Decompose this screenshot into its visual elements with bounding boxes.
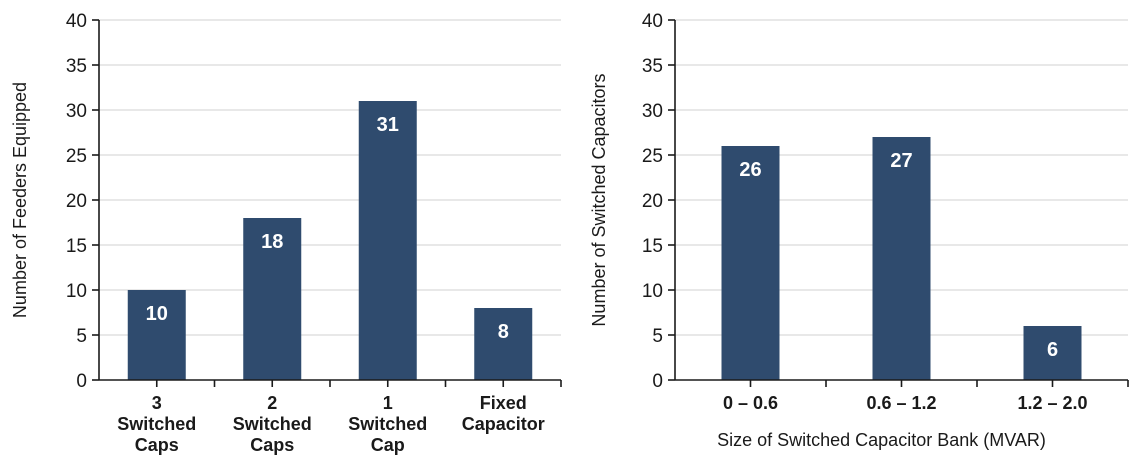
- y-axis-label: Number of Switched Capacitors: [589, 73, 609, 326]
- x-axis-label: Size of Switched Capacitor Bank (MVAR): [717, 430, 1046, 450]
- y-tick-label: 40: [642, 11, 663, 32]
- data-label: 27: [890, 150, 912, 172]
- y-tick-label: 20: [66, 191, 87, 212]
- y-tick-label: 35: [66, 56, 87, 77]
- data-label: 18: [261, 231, 283, 253]
- x-tick-label: 0 – 0.6: [723, 393, 778, 413]
- y-tick-label: 15: [66, 236, 87, 257]
- x-tick-label: 0.6 – 1.2: [866, 393, 936, 413]
- bar: [873, 137, 931, 380]
- y-tick-label: 35: [642, 56, 663, 77]
- y-tick-label: 5: [652, 326, 663, 347]
- y-tick-label: 10: [642, 281, 663, 302]
- x-tick-label: Fixed Capacitor: [462, 393, 545, 434]
- x-tick-label: 1.2 – 2.0: [1017, 393, 1087, 413]
- data-label: 8: [498, 321, 509, 343]
- y-tick-label: 25: [642, 146, 663, 167]
- chart-feeders-equipped: 0 5 10 15 20 25 30 35 40 10 3 Switched Caps 18 2 Switch…: [10, 11, 561, 455]
- x-tick-label: 3 Switched Caps: [117, 393, 196, 455]
- bar: [722, 146, 780, 380]
- y-tick-label: 20: [642, 191, 663, 212]
- data-label: 10: [146, 303, 168, 325]
- bar: [474, 308, 532, 380]
- y-tick-label: 30: [66, 101, 87, 122]
- y-tick-label: 25: [66, 146, 87, 167]
- x-tick-label: 2 Switched Caps: [233, 393, 312, 455]
- y-tick-label: 15: [642, 236, 663, 257]
- y-tick-label: 40: [66, 11, 87, 32]
- y-tick-label: 30: [642, 101, 663, 122]
- data-label: 6: [1047, 339, 1058, 361]
- data-label: 26: [739, 159, 761, 181]
- y-tick-label: 5: [76, 326, 87, 347]
- y-tick-label: 10: [66, 281, 87, 302]
- bar: [359, 101, 417, 380]
- x-tick-label: 1 Switched Cap: [348, 393, 427, 455]
- y-axis-label: Number of Feeders Equipped: [10, 82, 30, 318]
- data-label: 31: [377, 114, 399, 136]
- y-tick-label: 0: [652, 371, 663, 392]
- y-tick-label: 0: [76, 371, 87, 392]
- chart-switched-capacitors: 0 5 10 15 20 25 30 35 40 26 0 – 0.6 27 0.6 – 1.2 6 1.2…: [589, 11, 1128, 450]
